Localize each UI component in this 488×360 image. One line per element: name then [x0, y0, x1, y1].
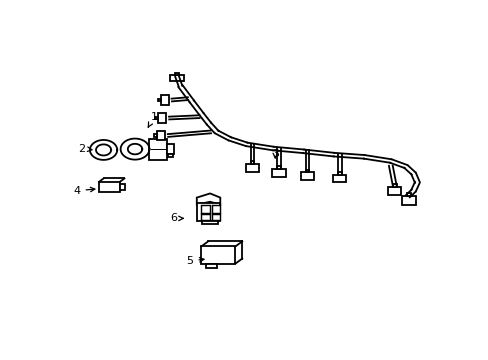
Polygon shape — [161, 95, 169, 105]
Polygon shape — [250, 161, 254, 164]
Bar — [205, 264, 217, 268]
Text: 2: 2 — [78, 144, 92, 153]
Text: 6: 6 — [170, 213, 183, 224]
Text: 3: 3 — [271, 149, 278, 159]
Polygon shape — [158, 113, 166, 123]
Polygon shape — [387, 187, 401, 194]
Polygon shape — [401, 196, 415, 204]
Bar — [211, 205, 220, 213]
Polygon shape — [406, 193, 410, 196]
Polygon shape — [300, 172, 314, 180]
Text: 4: 4 — [73, 186, 95, 196]
Polygon shape — [196, 193, 220, 204]
Polygon shape — [155, 117, 158, 120]
Polygon shape — [272, 169, 285, 177]
Bar — [120, 184, 125, 190]
Bar — [201, 246, 235, 264]
Bar — [167, 154, 173, 157]
Text: 5: 5 — [186, 256, 203, 266]
Bar — [201, 214, 210, 220]
Polygon shape — [158, 99, 161, 102]
Polygon shape — [337, 172, 341, 175]
Bar — [99, 182, 120, 192]
Polygon shape — [332, 175, 346, 183]
Bar — [202, 221, 217, 225]
Bar — [201, 205, 210, 213]
Polygon shape — [169, 75, 184, 81]
Bar — [196, 203, 220, 221]
Bar — [211, 214, 220, 220]
Bar — [166, 144, 173, 154]
Text: 1: 1 — [148, 112, 157, 127]
Polygon shape — [157, 131, 165, 140]
Polygon shape — [175, 73, 179, 75]
Polygon shape — [392, 184, 396, 187]
Bar — [149, 139, 166, 159]
Polygon shape — [277, 166, 281, 169]
Polygon shape — [154, 134, 157, 137]
Polygon shape — [245, 164, 259, 172]
Polygon shape — [305, 170, 309, 172]
